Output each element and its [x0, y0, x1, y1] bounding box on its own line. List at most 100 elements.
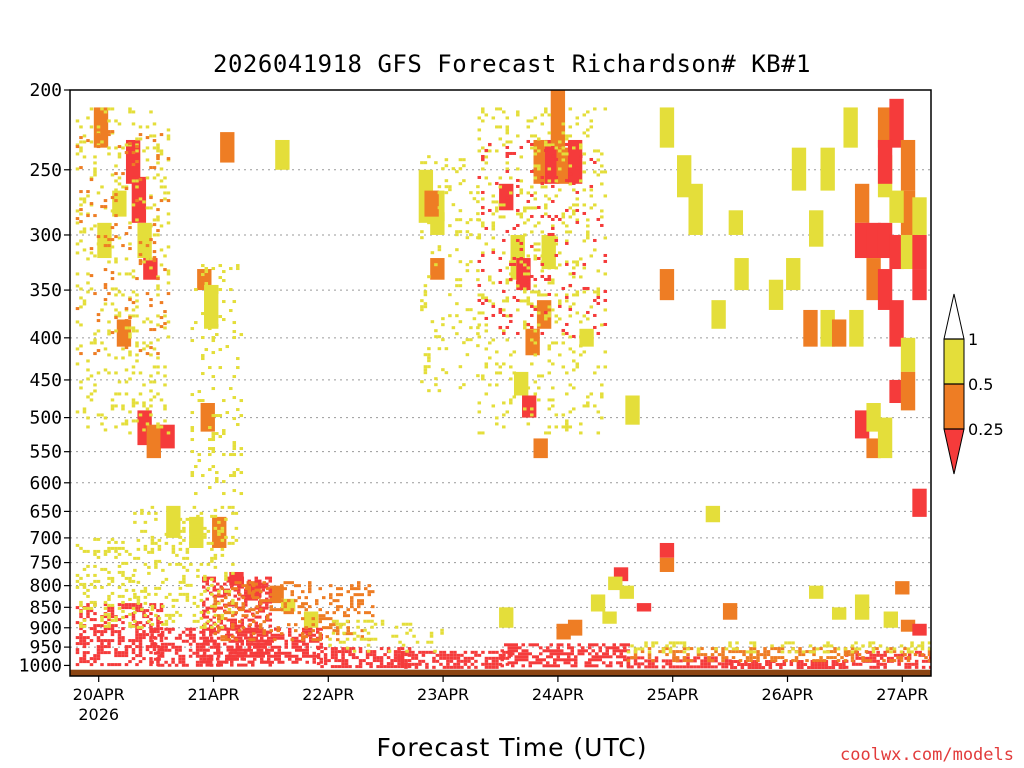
- cell-yellow: [568, 215, 573, 219]
- cell-red: [280, 636, 285, 640]
- cell-yellow: [142, 347, 146, 351]
- cell-red: [572, 334, 576, 338]
- cell-red: [519, 256, 524, 260]
- cell-yellow: [75, 585, 80, 589]
- cell-orange: [700, 647, 704, 651]
- cell-yellow: [423, 371, 428, 375]
- cell-orange: [156, 229, 160, 233]
- cell-yellow: [458, 320, 463, 324]
- cell-red: [202, 651, 207, 655]
- cell-yellow: [117, 585, 122, 589]
- cell-red: [298, 657, 302, 661]
- cell-yellow: [203, 577, 207, 581]
- cell-red: [103, 603, 108, 607]
- cell-red: [810, 666, 815, 670]
- cell-orange: [895, 581, 910, 595]
- cell-yellow: [498, 371, 503, 375]
- y-tick-label: 850: [29, 597, 62, 618]
- cell-yellow: [519, 155, 524, 159]
- cell-yellow: [220, 613, 225, 617]
- cell-red: [560, 649, 564, 653]
- cell-red: [107, 627, 111, 631]
- cell-orange: [248, 623, 252, 627]
- cell-red: [710, 656, 715, 660]
- cell-yellow: [147, 511, 151, 515]
- cell-red: [647, 665, 652, 669]
- cell-yellow: [211, 351, 216, 355]
- cell-orange: [287, 581, 291, 585]
- cell-orange: [318, 632, 322, 636]
- cell-yellow: [526, 206, 531, 210]
- cell-red: [509, 151, 513, 155]
- cell-yellow: [791, 641, 795, 645]
- cell-orange: [311, 617, 315, 621]
- cell-red: [730, 663, 734, 667]
- cell-red: [79, 636, 83, 640]
- cell-red: [244, 654, 248, 658]
- cell-yellow: [420, 161, 424, 165]
- cell-orange: [100, 205, 104, 209]
- cell-yellow: [791, 647, 795, 651]
- cell-orange: [360, 629, 364, 633]
- cell-orange: [749, 656, 753, 660]
- cell-orange: [128, 226, 132, 230]
- cell-red: [284, 654, 288, 658]
- cell-yellow: [586, 230, 590, 234]
- cell-red: [700, 659, 704, 663]
- cell-yellow: [96, 125, 101, 129]
- cell-red: [298, 639, 302, 643]
- cell-yellow: [135, 149, 139, 153]
- cell-red: [751, 663, 755, 667]
- cell-orange: [721, 656, 725, 660]
- cell-red: [442, 650, 447, 654]
- cell-yellow: [444, 164, 449, 168]
- cell-yellow: [114, 356, 118, 360]
- cell-orange: [220, 599, 224, 603]
- cell-orange: [121, 172, 125, 176]
- cell-red: [817, 666, 822, 670]
- cell-red: [728, 659, 732, 663]
- cell-red: [866, 222, 881, 259]
- cell-orange: [135, 199, 139, 203]
- cell-orange: [262, 581, 266, 585]
- cell-orange: [322, 626, 326, 630]
- cell-orange: [689, 659, 694, 663]
- cell-red: [821, 663, 825, 667]
- cell-yellow: [647, 650, 652, 654]
- cell-red: [596, 295, 601, 299]
- cell-yellow: [124, 185, 129, 189]
- cell-red: [824, 663, 829, 667]
- cell-yellow: [477, 401, 482, 405]
- cell-red: [135, 633, 139, 637]
- cell-yellow: [79, 140, 83, 144]
- cell-yellow: [586, 233, 590, 237]
- cell-yellow: [537, 398, 541, 402]
- cell-red: [287, 657, 292, 661]
- cell-orange: [297, 605, 301, 609]
- cell-yellow: [166, 272, 171, 276]
- cell-orange: [763, 653, 767, 657]
- cell-yellow: [222, 492, 226, 496]
- cell-red: [219, 621, 224, 625]
- cell-red: [547, 277, 552, 281]
- cell-red: [838, 666, 843, 670]
- cell-orange: [290, 581, 294, 585]
- cell-red: [551, 199, 555, 203]
- cell-red: [661, 659, 666, 663]
- cell-red: [291, 642, 295, 646]
- cell-orange: [315, 599, 319, 603]
- cell-red: [526, 322, 531, 326]
- cell-red: [82, 654, 87, 658]
- cell-red: [540, 214, 545, 218]
- cell-yellow: [131, 398, 136, 402]
- cell-yellow: [575, 197, 580, 201]
- cell-orange: [234, 587, 238, 591]
- cell-yellow: [93, 585, 97, 589]
- cell-yellow: [185, 583, 190, 587]
- cell-red: [258, 606, 262, 610]
- cell-orange: [124, 346, 129, 350]
- cell-orange: [360, 635, 364, 639]
- cell-red: [212, 576, 217, 580]
- cell-yellow: [208, 327, 212, 331]
- cell-orange: [238, 593, 242, 597]
